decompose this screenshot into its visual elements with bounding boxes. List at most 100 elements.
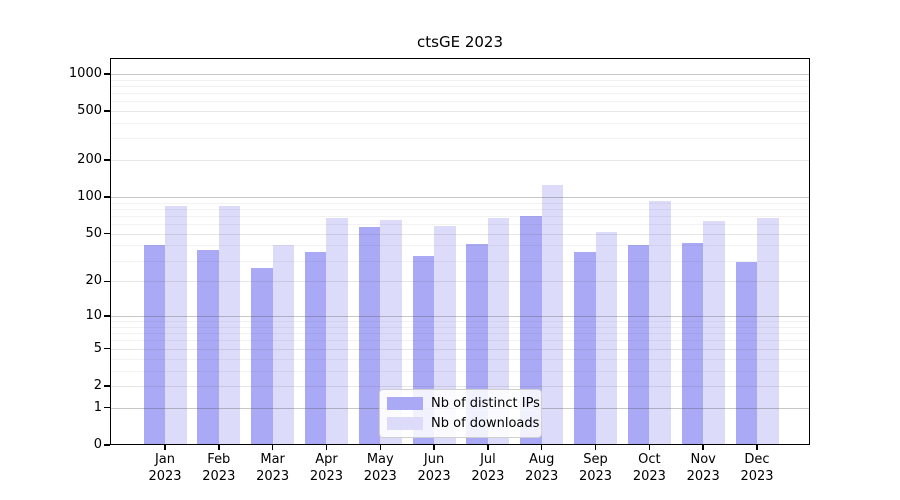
gridline-10 xyxy=(110,316,810,318)
y-tick-mark-1000 xyxy=(104,73,110,75)
bar-may-2023-nb-of-distinct-ips xyxy=(358,226,381,445)
x-tick-mark-mar xyxy=(271,445,274,450)
x-tick-label-dec: Dec 2023 xyxy=(725,451,789,485)
gridline-40 xyxy=(110,245,810,247)
y-tick-label-50: 50 xyxy=(85,225,102,241)
bar-dec-2023-nb-of-distinct-ips xyxy=(735,262,757,445)
gridline-9 xyxy=(110,321,810,323)
x-tick-year-oct: 2023 xyxy=(632,469,666,484)
x-tick-year-jan: 2023 xyxy=(148,469,182,484)
legend: Nb of distinct IPs Nb of downloads xyxy=(379,389,542,438)
bar-oct-2023-nb-of-distinct-ips xyxy=(627,245,650,445)
bar-jul-2023-nb-of-downloads xyxy=(487,217,510,445)
gridline-20 xyxy=(110,281,810,283)
y-tick-mark-1 xyxy=(104,407,110,409)
gridline-300 xyxy=(110,138,810,140)
bar-feb-2023-nb-of-distinct-ips xyxy=(197,249,219,445)
y-tick-mark-2 xyxy=(104,385,110,387)
legend-swatch-downloads xyxy=(387,416,423,430)
y-tick-mark-500 xyxy=(104,110,110,112)
y-tick-label-20: 20 xyxy=(85,273,102,289)
y-tick-mark-5 xyxy=(104,348,110,350)
gridline-100 xyxy=(110,197,810,199)
legend-swatch-distinct-ips xyxy=(387,397,423,411)
y-tick-label-200: 200 xyxy=(77,152,102,168)
bar-aug-2023-nb-of-distinct-ips xyxy=(520,215,542,445)
legend-row-downloads: Nb of downloads xyxy=(387,416,539,431)
gridline-90 xyxy=(110,202,810,204)
x-tick-label-jan: Jan 2023 xyxy=(133,451,197,485)
bar-may-2023-nb-of-downloads xyxy=(380,219,402,445)
gridline-7 xyxy=(110,333,810,335)
x-tick-mark-aug xyxy=(541,445,543,450)
bar-nov-2023-nb-of-downloads xyxy=(703,220,725,445)
x-tick-mark-oct xyxy=(648,445,651,450)
bar-mar-2023-nb-of-distinct-ips xyxy=(251,267,273,445)
gridline-5 xyxy=(110,348,810,350)
legend-label-distinct-ips: Nb of distinct IPs xyxy=(431,396,540,412)
x-tick-label-jul: Jul 2023 xyxy=(456,451,520,485)
bar-jan-2023-nb-of-downloads xyxy=(165,205,187,445)
bar-apr-2023-nb-of-downloads xyxy=(326,217,348,445)
gridline-3 xyxy=(110,370,810,372)
x-tick-year-aug: 2023 xyxy=(525,469,559,484)
x-tick-mark-sep xyxy=(594,445,597,450)
x-tick-year-jul: 2023 xyxy=(471,469,505,484)
x-tick-year-apr: 2023 xyxy=(309,469,343,484)
gridline-50 xyxy=(110,233,810,235)
y-tick-mark-100 xyxy=(104,196,110,198)
gridline-900 xyxy=(110,79,810,81)
gridline-800 xyxy=(110,85,810,87)
x-tick-label-sep: Sep 2023 xyxy=(564,451,628,485)
x-tick-year-nov: 2023 xyxy=(686,469,720,484)
bar-nov-2023-nb-of-distinct-ips xyxy=(681,242,704,445)
x-tick-year-sep: 2023 xyxy=(578,469,613,484)
bar-sep-2023-nb-of-downloads xyxy=(595,231,618,445)
x-tick-year-mar: 2023 xyxy=(256,469,290,484)
gridline-70 xyxy=(110,215,810,217)
legend-label-downloads: Nb of downloads xyxy=(431,415,540,431)
x-tick-label-nov: Nov 2023 xyxy=(671,451,735,485)
bar-feb-2023-nb-of-downloads xyxy=(218,205,241,445)
x-tick-year-dec: 2023 xyxy=(740,469,774,484)
x-tick-label-may: May 2023 xyxy=(348,451,412,485)
x-tick-label-aug: Aug 2023 xyxy=(510,451,574,485)
y-tick-label-5: 5 xyxy=(93,340,102,356)
y-tick-label-1: 1 xyxy=(93,399,102,415)
x-tick-label-apr: Apr 2023 xyxy=(294,451,358,485)
gridline-8 xyxy=(110,326,810,328)
gridline-80 xyxy=(110,208,810,210)
gridline-700 xyxy=(110,92,810,94)
gridline-400 xyxy=(110,122,810,124)
gridline-4 xyxy=(110,358,810,360)
y-tick-label-100: 100 xyxy=(77,189,102,205)
bar-mar-2023-nb-of-downloads xyxy=(272,245,295,445)
legend-row-distinct-ips: Nb of distinct IPs xyxy=(387,396,540,411)
x-tick-mark-jul xyxy=(487,445,489,450)
gridline-6 xyxy=(110,340,810,342)
bar-oct-2023-nb-of-downloads xyxy=(649,200,671,445)
gridline-2 xyxy=(110,385,810,387)
chart-title: ctsGE 2023 xyxy=(417,33,503,51)
x-tick-mark-apr xyxy=(325,445,328,450)
bar-apr-2023-nb-of-distinct-ips xyxy=(304,252,327,445)
y-tick-mark-50 xyxy=(104,233,110,235)
y-tick-label-0: 0 xyxy=(93,437,102,452)
y-tick-label-2: 2 xyxy=(93,377,102,393)
gridline-1000 xyxy=(110,73,810,75)
x-tick-mark-feb xyxy=(218,445,220,450)
gridline-60 xyxy=(110,224,810,226)
y-tick-mark-20 xyxy=(104,280,110,283)
y-tick-label-500: 500 xyxy=(77,103,102,119)
bar-jan-2023-nb-of-distinct-ips xyxy=(143,245,165,445)
bar-sep-2023-nb-of-distinct-ips xyxy=(574,252,596,445)
bar-aug-2023-nb-of-downloads xyxy=(541,185,564,445)
x-tick-mark-may xyxy=(379,445,381,450)
x-tick-mark-dec xyxy=(756,445,758,450)
x-tick-mark-nov xyxy=(702,445,704,450)
x-tick-label-jun: Jun 2023 xyxy=(402,451,466,485)
gridline-500 xyxy=(110,111,810,113)
y-tick-mark-0 xyxy=(104,444,110,446)
gridline-30 xyxy=(110,260,810,262)
